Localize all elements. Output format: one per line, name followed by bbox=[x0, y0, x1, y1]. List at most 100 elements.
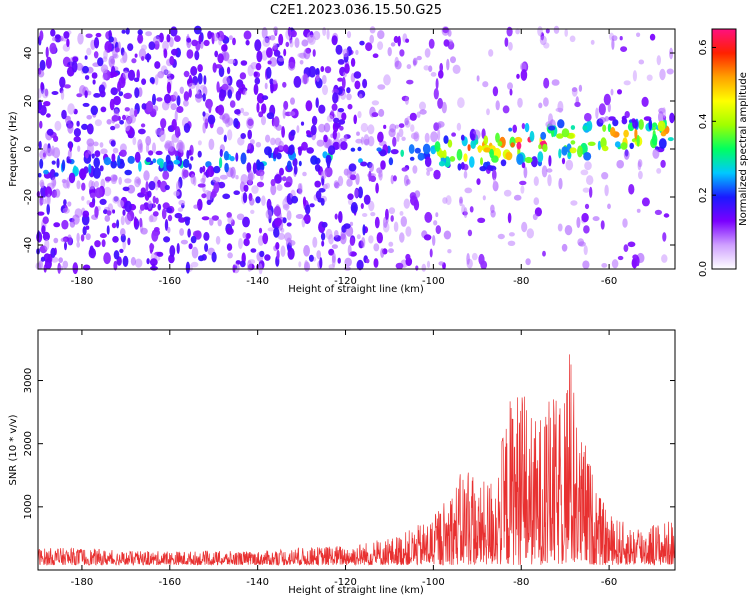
spectrogram-cell bbox=[294, 37, 300, 48]
spectrogram-cell bbox=[412, 57, 418, 66]
spectrogram-cell bbox=[490, 204, 495, 214]
spectrogram-cell bbox=[218, 66, 225, 78]
spectrogram-cell bbox=[61, 219, 69, 230]
spectrogram-cell bbox=[113, 260, 118, 271]
spectrogram-cell bbox=[477, 145, 482, 153]
spectrogram-cell bbox=[145, 157, 152, 163]
spectrogram-cell bbox=[106, 210, 112, 216]
spectrogram-cell bbox=[61, 109, 67, 120]
spectrogram-cell bbox=[45, 46, 49, 58]
spectrogram-cell bbox=[179, 86, 184, 95]
spectrogram-cell bbox=[217, 53, 224, 64]
spectrogram-cell bbox=[321, 240, 325, 247]
spectrogram-cell bbox=[424, 132, 430, 143]
spectrogram-cell bbox=[659, 68, 666, 81]
spectrogram-cell bbox=[99, 90, 106, 98]
spectrogram-cell bbox=[183, 70, 190, 78]
spectrogram-cell bbox=[429, 248, 433, 258]
spectrogram-cell bbox=[112, 195, 120, 204]
spectrogram-cell bbox=[523, 166, 528, 179]
spectrogram-cell bbox=[348, 163, 357, 172]
spectrogram-cell bbox=[143, 170, 150, 181]
spectrogram-cell bbox=[277, 232, 285, 240]
spectrogram-cell bbox=[463, 207, 468, 219]
spectrogram-cell bbox=[182, 158, 190, 168]
spectrogram-cell bbox=[306, 147, 315, 154]
spectrogram-cell bbox=[85, 225, 90, 230]
spectrogram-cell bbox=[190, 235, 197, 244]
spectrogram-cell bbox=[247, 260, 252, 272]
spectrogram-cell bbox=[492, 169, 497, 181]
spectrogram-cell bbox=[245, 39, 250, 46]
spectrogram-cell bbox=[657, 120, 666, 132]
spectrogram-cell bbox=[267, 60, 272, 65]
spectrogram-cell bbox=[291, 195, 299, 204]
spectrogram-x-tick-label: -180 bbox=[71, 276, 94, 287]
spectrogram-cell bbox=[347, 198, 354, 205]
spectrogram-cell bbox=[318, 123, 326, 133]
spectrogram-cell bbox=[584, 203, 590, 210]
spectrogram-cell bbox=[51, 177, 57, 188]
spectrogram-cell bbox=[316, 139, 325, 147]
spectrogram-cell bbox=[548, 125, 556, 131]
spectrogram-cell bbox=[149, 258, 158, 267]
spectrogram-cell bbox=[221, 44, 228, 52]
spectrogram-cell bbox=[419, 101, 426, 111]
spectrogram-cell bbox=[84, 75, 90, 80]
spectrogram-cell bbox=[365, 42, 373, 52]
spectrogram-cell bbox=[296, 125, 300, 134]
spectrogram-cell bbox=[176, 95, 181, 107]
spectrogram-cell bbox=[77, 32, 84, 45]
spectrogram-cell bbox=[256, 93, 265, 104]
spectrogram-cell bbox=[297, 52, 305, 58]
spectrogram-cell bbox=[441, 101, 447, 114]
spectrogram-cell bbox=[583, 225, 590, 234]
spectrogram-cell bbox=[39, 199, 43, 207]
spectrogram-cell bbox=[446, 58, 450, 71]
spectrogram-cell bbox=[569, 35, 576, 43]
spectrogram-cell bbox=[403, 198, 410, 209]
spectrogram-cell bbox=[282, 217, 287, 224]
colorbar-tick-label: 0.4 bbox=[698, 113, 709, 129]
spectrogram-cell bbox=[398, 123, 405, 128]
spectrogram-cell bbox=[430, 72, 437, 77]
spectrogram-cell bbox=[164, 93, 172, 104]
spectrogram-cell bbox=[614, 141, 621, 148]
spectrogram-cell bbox=[86, 115, 92, 120]
spectrogram-cell bbox=[87, 142, 94, 155]
spectrogram-cell bbox=[255, 62, 262, 71]
spectrogram-cell bbox=[447, 139, 453, 148]
spectrogram-cell bbox=[110, 140, 116, 147]
spectrogram-cell bbox=[551, 79, 560, 86]
spectrogram-cell bbox=[584, 112, 592, 122]
spectrogram-cell bbox=[516, 141, 522, 150]
spectrogram-cell bbox=[373, 243, 380, 252]
spectrogram-cell bbox=[151, 230, 159, 242]
spectrogram-cell bbox=[68, 172, 76, 184]
spectrogram-cell bbox=[638, 119, 644, 130]
spectrogram-cell bbox=[340, 233, 347, 245]
spectrogram-cell bbox=[558, 177, 563, 190]
spectrogram-cell bbox=[636, 256, 640, 267]
spectrogram-cell bbox=[62, 207, 70, 214]
spectrogram-cell bbox=[556, 133, 564, 139]
snr-x-tick-label: -160 bbox=[158, 577, 181, 588]
spectrogram-cell bbox=[112, 209, 116, 214]
spectrogram-cell bbox=[576, 216, 581, 229]
spectrogram-cell bbox=[652, 122, 658, 127]
spectrogram-cell bbox=[333, 117, 340, 124]
spectrogram-cell bbox=[146, 258, 150, 265]
spectrogram-cell bbox=[114, 47, 120, 53]
spectrogram-cell bbox=[122, 186, 130, 192]
spectrogram-cell bbox=[611, 38, 615, 50]
spectrogram-cell bbox=[648, 118, 653, 131]
spectrogram-cell bbox=[580, 169, 589, 176]
spectrogram-cell bbox=[177, 207, 183, 212]
spectrogram-cell bbox=[662, 232, 667, 242]
spectrogram-cell bbox=[253, 71, 258, 77]
spectrogram-cell bbox=[590, 39, 595, 45]
spectrogram-cell bbox=[320, 66, 325, 72]
spectrogram-cell bbox=[229, 100, 236, 108]
spectrogram-cell bbox=[38, 172, 42, 178]
